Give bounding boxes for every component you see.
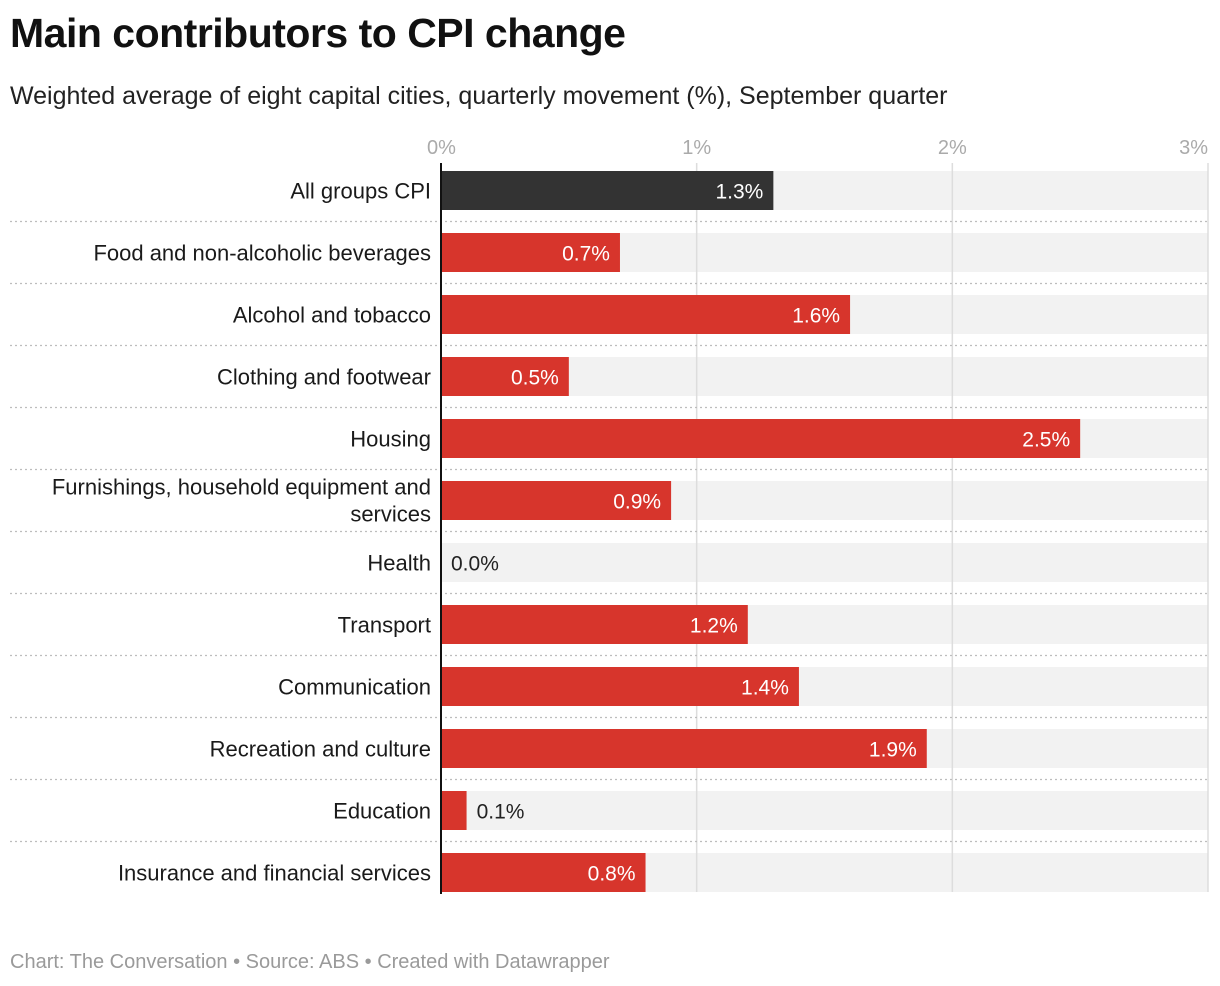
category-label: Communication [278, 675, 431, 700]
value-label: 0.9% [613, 491, 661, 514]
bar [441, 357, 569, 396]
value-label: 1.3% [715, 181, 763, 204]
footer-separator-2: • [359, 951, 378, 973]
category-label: services [350, 502, 431, 527]
category-label: Education [333, 799, 431, 824]
x-tick-label: 3% [1179, 137, 1208, 159]
footer-credit: Chart: The Conversation [10, 951, 228, 973]
value-label: 1.4% [741, 677, 789, 700]
x-tick-label: 0% [427, 137, 456, 159]
category-label: Insurance and financial services [118, 861, 431, 886]
bar [441, 729, 927, 768]
chart-title: Main contributors to CPI change [10, 10, 626, 56]
value-label: 1.9% [869, 739, 917, 762]
value-label: 1.2% [690, 615, 738, 638]
bar [441, 481, 672, 520]
category-label: Transport [338, 613, 431, 638]
category-label: Health [367, 551, 431, 576]
bar-track [441, 791, 1208, 830]
category-label: Food and non-alcoholic beverages [93, 241, 431, 266]
value-label: 1.6% [792, 305, 840, 328]
category-label: Clothing and footwear [217, 365, 431, 390]
value-label: 0.7% [562, 243, 610, 266]
category-label: Housing [350, 427, 431, 452]
category-label: Recreation and culture [210, 737, 431, 762]
chart-subtitle: Weighted average of eight capital cities… [10, 82, 948, 110]
value-label: 0.1% [477, 801, 525, 824]
value-label: 0.8% [588, 863, 636, 886]
value-label: 2.5% [1022, 429, 1070, 452]
bar [441, 605, 748, 644]
chart-footer: Chart: The Conversation • Source: ABS • … [10, 951, 610, 974]
footer-tool: Created with Datawrapper [377, 951, 610, 973]
bar [441, 853, 646, 892]
x-tick-label: 2% [938, 137, 967, 159]
bar [441, 791, 467, 830]
footer-source: Source: ABS [245, 951, 360, 973]
category-label: Alcohol and tobacco [233, 303, 431, 328]
bar [441, 233, 620, 272]
category-label: All groups CPI [290, 179, 431, 204]
bar [441, 295, 851, 334]
value-label: 0.5% [511, 367, 559, 390]
bar [441, 419, 1081, 458]
bar [441, 667, 799, 706]
bar-track [441, 543, 1208, 582]
x-tick-label: 1% [682, 137, 711, 159]
category-label: Furnishings, household equipment and [52, 475, 431, 500]
bar [441, 171, 774, 210]
bar-chart: 0% 1% 2% 3% All groups CPI 1.3% Food and non-a… [10, 137, 1209, 894]
value-label: 0.0% [451, 553, 499, 576]
footer-separator-1: • [227, 951, 246, 973]
